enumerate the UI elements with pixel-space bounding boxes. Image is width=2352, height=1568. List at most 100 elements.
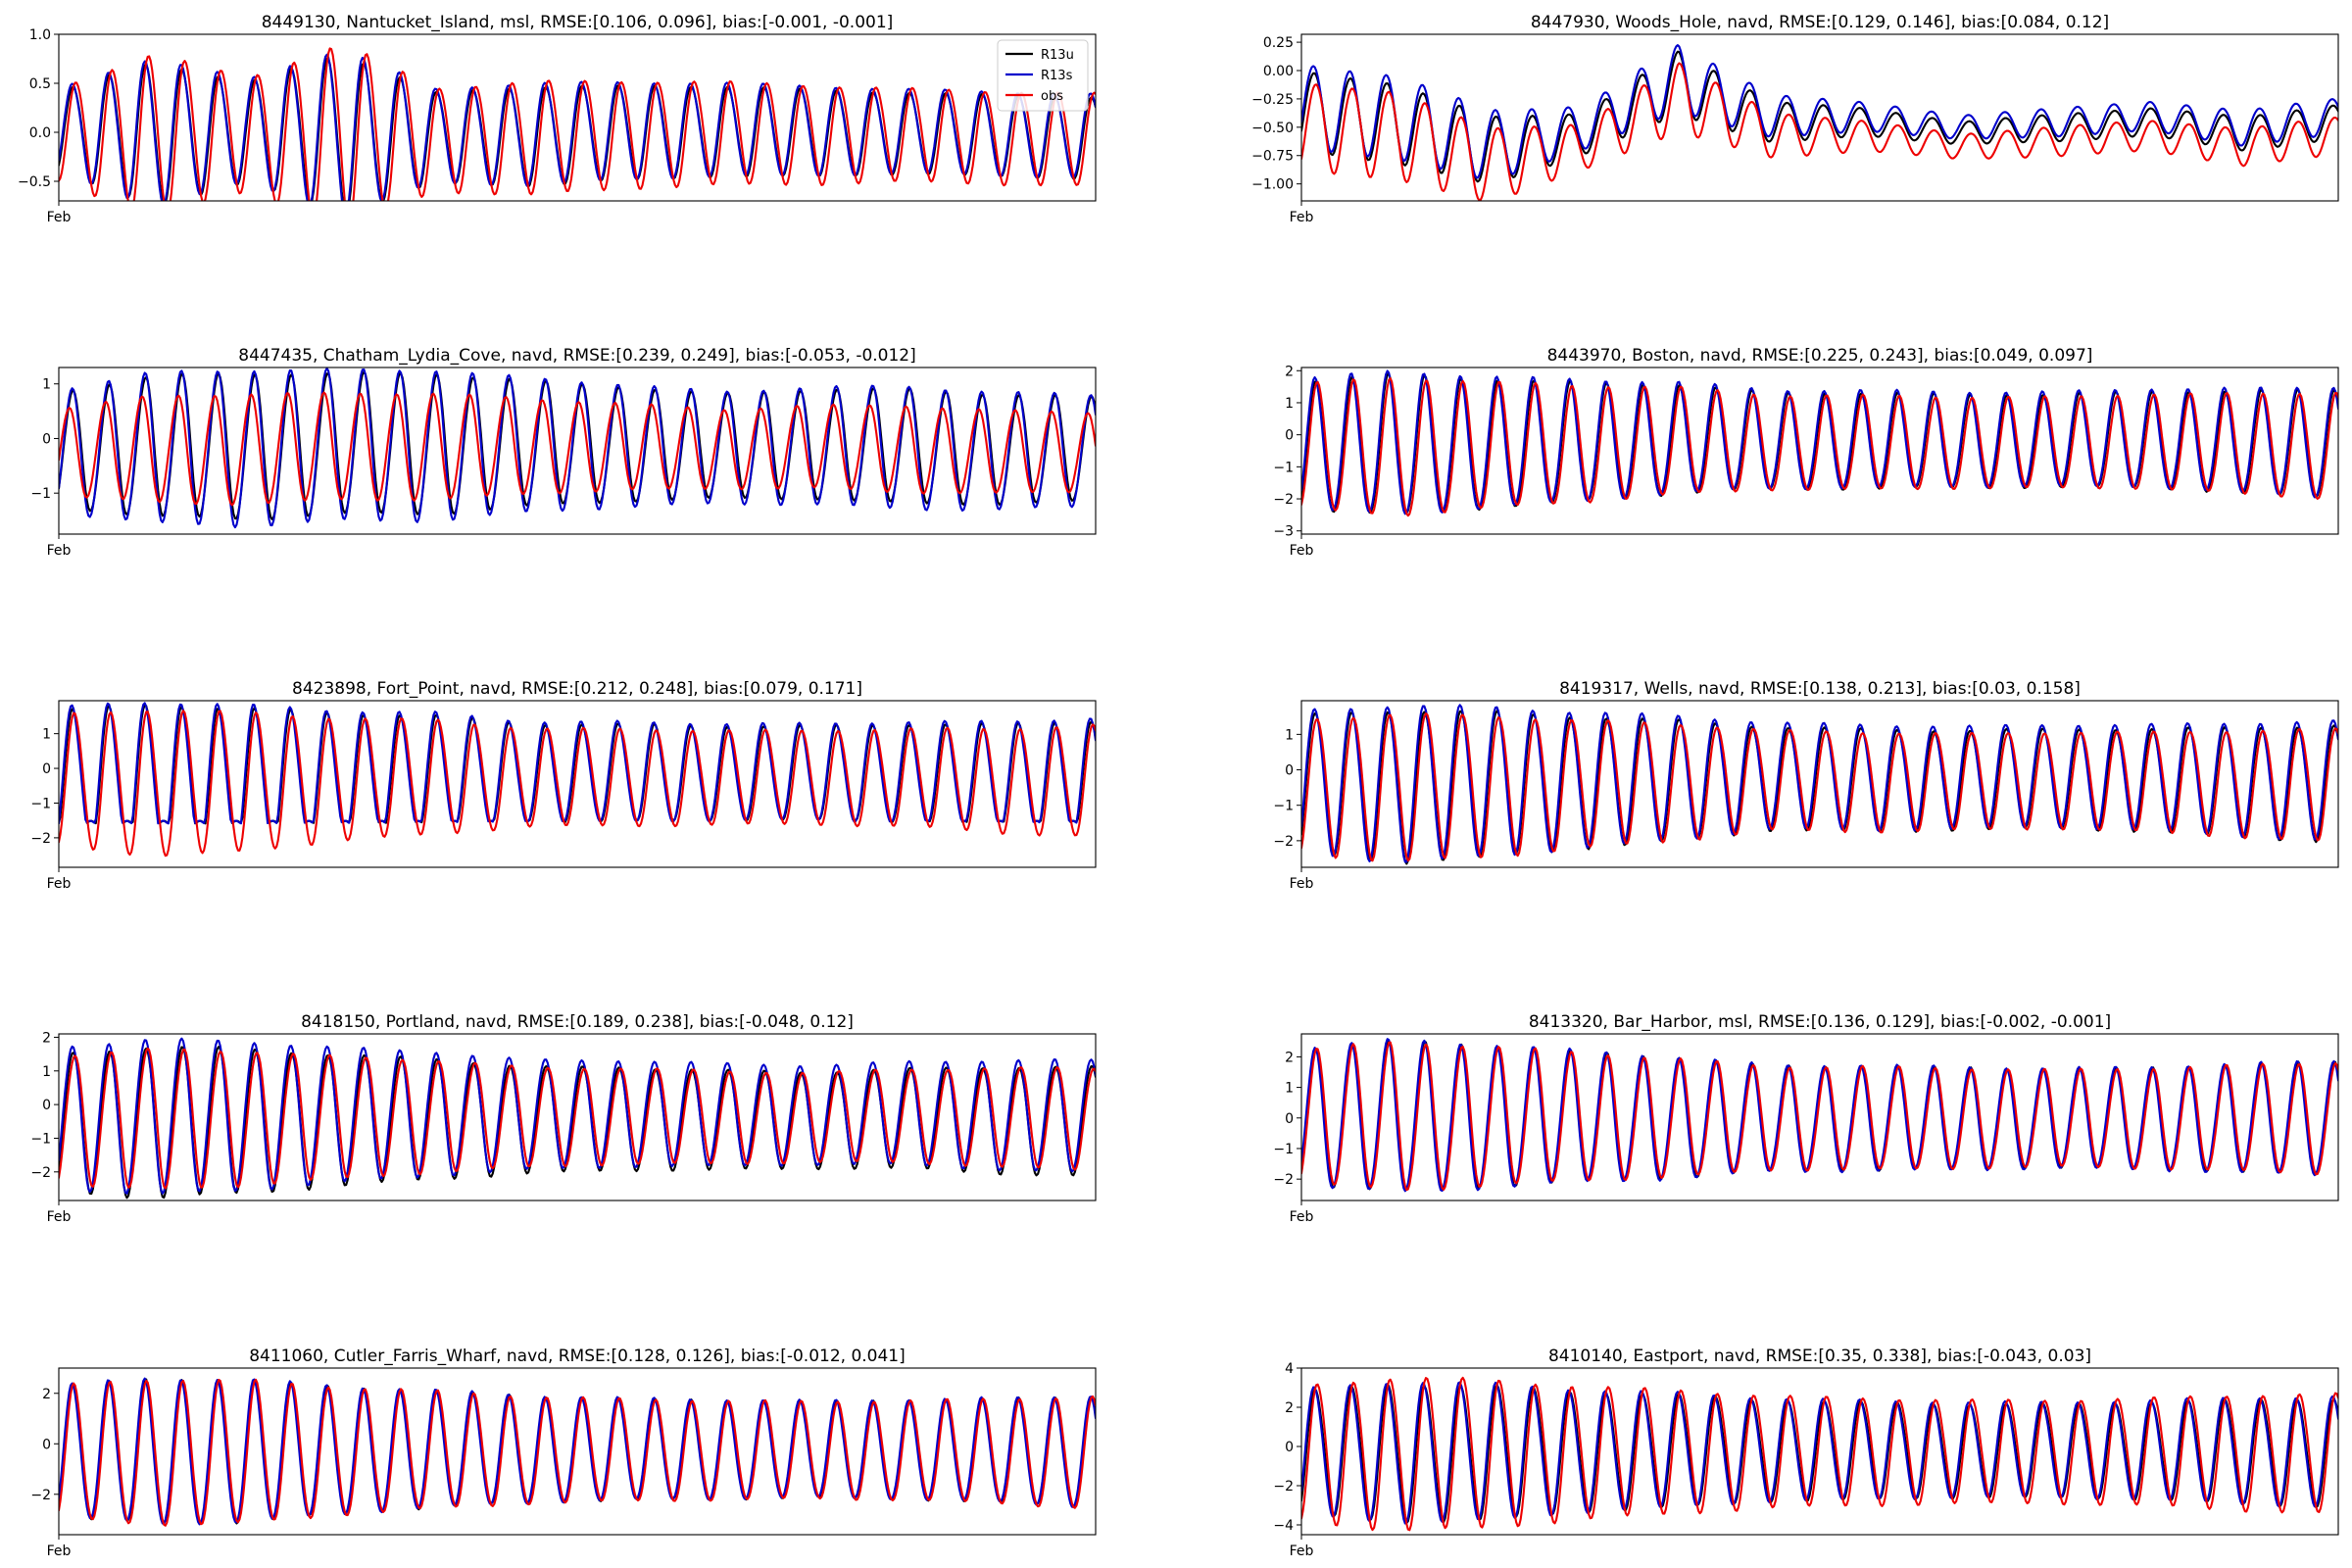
- panel-10: 8410140, Eastport, navd, RMSE:[0.35, 0.3…: [1273, 1347, 2339, 1559]
- axes-frame: [1300, 33, 2339, 202]
- series-obs-line: [1301, 62, 2338, 201]
- y-tick-label: −1: [1273, 460, 1294, 475]
- legend-label-r13s: R13s: [1041, 69, 1073, 83]
- y-tick-label: 0: [42, 1098, 51, 1113]
- y-tick-label: 1: [42, 377, 51, 393]
- series-group: [59, 368, 1096, 529]
- x-tick-label: Feb: [1290, 543, 1314, 559]
- series-group: [1301, 44, 2338, 201]
- x-tick-label: Feb: [47, 1209, 72, 1225]
- panel-title: 8418150, Portland, navd, RMSE:[0.189, 0.…: [301, 1012, 854, 1032]
- series-group: [59, 702, 1096, 858]
- y-tick-label: −1: [30, 1131, 51, 1147]
- y-tick-label: −2: [30, 831, 51, 847]
- y-tick-label: 4: [1285, 1361, 1294, 1377]
- panel-4: 8443970, Boston, navd, RMSE:[0.225, 0.24…: [1273, 346, 2339, 559]
- legend: R13u R13s obs: [997, 39, 1089, 112]
- series-r13s-line: [59, 368, 1096, 529]
- axes-frame: [1300, 700, 2339, 868]
- y-tick-label: 0: [42, 761, 51, 777]
- panel-title: 8411060, Cutler_Farris_Wharf, navd, RMSE…: [249, 1347, 906, 1366]
- x-tick-label: Feb: [47, 543, 72, 559]
- x-tick-label: Feb: [47, 876, 72, 892]
- axes-frame: [58, 1033, 1097, 1201]
- panel-3: 8447435, Chatham_Lydia_Cove, navd, RMSE:…: [30, 346, 1097, 559]
- axes-frame: [58, 700, 1097, 868]
- y-tick-label: −4: [1273, 1518, 1294, 1534]
- y-tick-label: −1: [30, 796, 51, 811]
- series-group: [1301, 704, 2338, 865]
- y-tick-label: 2: [42, 1030, 51, 1046]
- panel-title: 8447435, Chatham_Lydia_Cove, navd, RMSE:…: [238, 346, 916, 366]
- x-tick-label: Feb: [1290, 1544, 1314, 1559]
- series-group: [1301, 1376, 2338, 1532]
- series-obs-line: [1301, 376, 2338, 517]
- y-tick-label: 0.0: [29, 125, 51, 141]
- series-r13s-line: [59, 53, 1096, 201]
- panel-title: 8423898, Fort_Point, navd, RMSE:[0.212, …: [292, 679, 862, 699]
- axes-frame: [58, 1367, 1097, 1536]
- y-tick-label: 1: [1285, 1081, 1294, 1097]
- y-tick-label: 0: [1285, 763, 1294, 779]
- series-r13s-line: [1301, 44, 2338, 179]
- series-obs-line: [59, 1047, 1096, 1190]
- y-tick-label: 0: [42, 431, 51, 447]
- y-tick-label: 0: [1285, 1111, 1294, 1127]
- legend-label-obs: obs: [1041, 89, 1063, 104]
- y-tick-label: −2: [30, 1488, 51, 1503]
- panel-5: 8423898, Fort_Point, navd, RMSE:[0.212, …: [30, 679, 1097, 892]
- panel-8: 8413320, Bar_Harbor, msl, RMSE:[0.136, 0…: [1273, 1012, 2339, 1225]
- series-r13s-line: [59, 1377, 1096, 1526]
- series-obs-line: [1301, 712, 2338, 862]
- y-tick-label: −0.5: [18, 174, 51, 190]
- y-tick-label: 0: [1285, 1440, 1294, 1455]
- series-group: [1301, 369, 2338, 517]
- legend-label-r13u: R13u: [1041, 48, 1074, 63]
- axes-frame: [58, 367, 1097, 535]
- series-r13s-line: [1301, 1038, 2338, 1193]
- y-tick-label: −1: [30, 486, 51, 502]
- y-tick-label: −3: [1273, 524, 1294, 540]
- y-tick-label: 2: [1285, 1400, 1294, 1416]
- y-tick-label: 0.00: [1263, 64, 1294, 79]
- axes-frame: [58, 33, 1097, 202]
- axes-frame: [1300, 1033, 2339, 1201]
- y-tick-label: −2: [30, 1165, 51, 1181]
- y-tick-label: 0.5: [29, 76, 51, 92]
- y-tick-label: 0.25: [1263, 35, 1294, 51]
- y-tick-label: 0: [1285, 428, 1294, 444]
- panel-6: 8419317, Wells, navd, RMSE:[0.138, 0.213…: [1273, 679, 2339, 892]
- y-tick-label: −2: [1273, 834, 1294, 850]
- y-tick-label: −1.00: [1251, 177, 1294, 193]
- series-group: [59, 1377, 1096, 1527]
- series-r13s-line: [1301, 369, 2338, 515]
- axes-frame: [1300, 367, 2339, 535]
- series-obs-line: [1301, 1041, 2338, 1192]
- series-group: [1301, 1038, 2338, 1193]
- panel-title: 8410140, Eastport, navd, RMSE:[0.35, 0.3…: [1548, 1347, 2091, 1366]
- y-tick-label: −2: [1273, 492, 1294, 508]
- series-obs-line: [59, 710, 1096, 858]
- panel-title: 8413320, Bar_Harbor, msl, RMSE:[0.136, 0…: [1529, 1012, 2111, 1032]
- panel-title: 8449130, Nantucket_Island, msl, RMSE:[0.…: [262, 13, 894, 32]
- y-tick-label: 0: [42, 1437, 51, 1452]
- y-tick-label: 2: [1285, 1050, 1294, 1065]
- y-tick-label: −2: [1273, 1172, 1294, 1188]
- y-tick-label: −2: [1273, 1479, 1294, 1494]
- panel-2: 8447930, Woods_Hole, navd, RMSE:[0.129, …: [1251, 13, 2339, 225]
- y-tick-label: −0.50: [1251, 121, 1294, 136]
- panel-title: 8447930, Woods_Hole, navd, RMSE:[0.129, …: [1531, 13, 2109, 32]
- legend-box: [997, 39, 1089, 112]
- series-group: [59, 1037, 1096, 1200]
- panel-7: 8418150, Portland, navd, RMSE:[0.189, 0.…: [30, 1012, 1097, 1225]
- y-tick-label: 1: [42, 727, 51, 743]
- y-tick-label: −0.75: [1251, 149, 1294, 165]
- y-tick-label: −1: [1273, 1142, 1294, 1157]
- x-tick-label: Feb: [1290, 876, 1314, 892]
- y-tick-label: 2: [42, 1387, 51, 1402]
- series-group: [59, 47, 1096, 201]
- panel-title: 8443970, Boston, navd, RMSE:[0.225, 0.24…: [1547, 346, 2093, 366]
- axes-frame: [1300, 1367, 2339, 1536]
- series-r13s-line: [59, 1037, 1096, 1195]
